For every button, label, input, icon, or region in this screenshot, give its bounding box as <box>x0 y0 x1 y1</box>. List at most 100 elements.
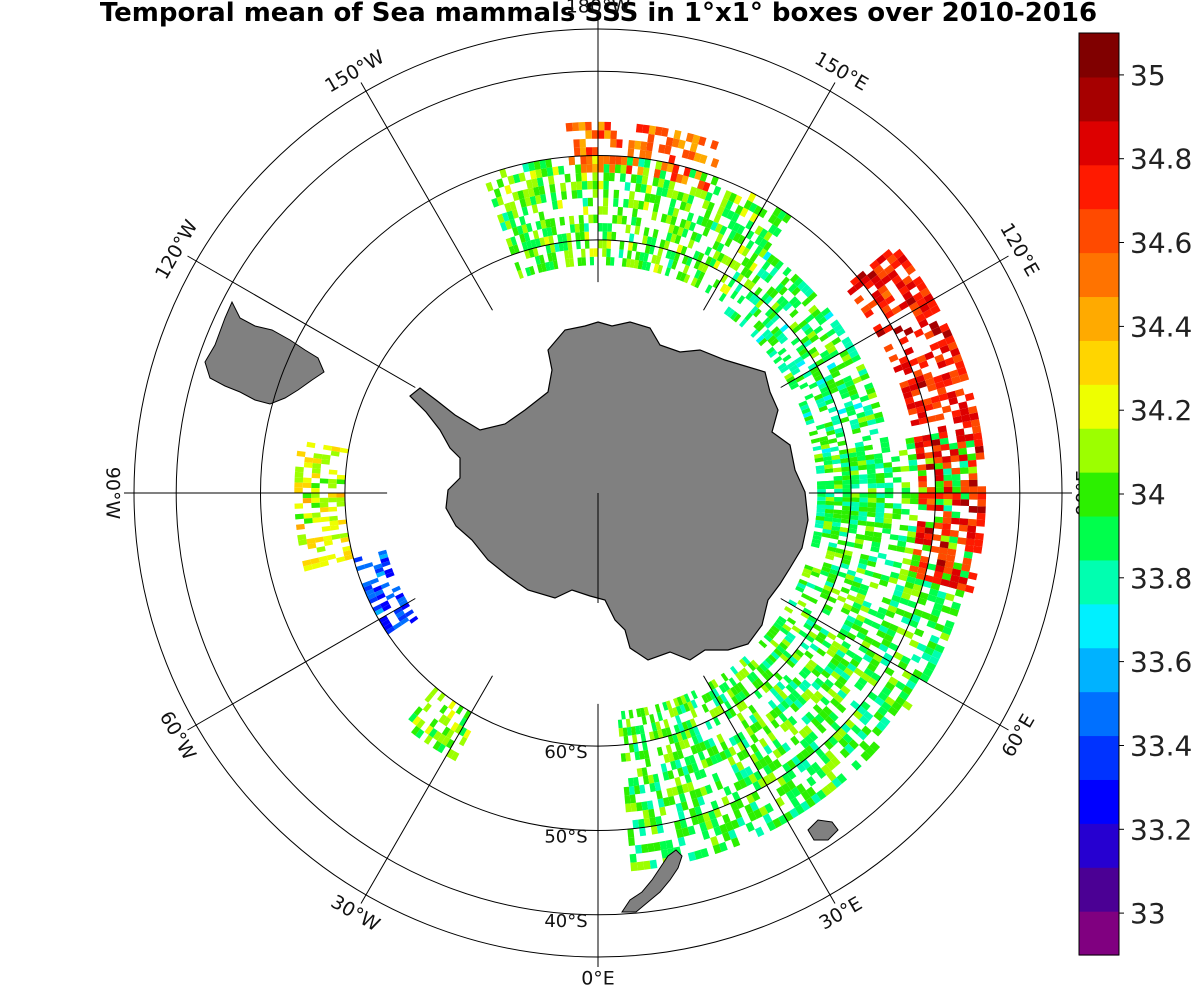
sss-cell <box>642 124 650 134</box>
sss-cell <box>598 180 604 190</box>
sss-cell <box>923 371 933 381</box>
sss-cell <box>798 400 808 408</box>
sss-cell <box>752 780 762 791</box>
sss-cell <box>973 539 984 547</box>
sss-cell <box>680 694 687 705</box>
sss-cell <box>959 518 969 526</box>
sss-cell <box>635 123 644 133</box>
sss-cell <box>531 178 539 188</box>
sss-cell <box>827 546 837 553</box>
sss-cell <box>694 770 702 781</box>
sss-cell <box>651 254 658 264</box>
sss-cell <box>840 518 850 524</box>
sss-cell <box>887 706 899 717</box>
sss-cell <box>712 279 721 289</box>
sss-cell <box>746 281 756 291</box>
sss-cell <box>806 786 817 798</box>
sss-cell <box>801 679 812 689</box>
sss-cell <box>760 684 770 694</box>
sss-cell <box>901 385 911 394</box>
sss-cell <box>691 134 701 145</box>
sss-cell <box>863 309 874 319</box>
sss-cell <box>723 285 732 295</box>
sss-cell <box>858 506 868 512</box>
sss-cell <box>758 238 768 249</box>
sss-cell <box>901 498 911 504</box>
sss-cell <box>859 394 870 403</box>
sss-cell <box>901 670 913 680</box>
sss-cell <box>791 755 802 766</box>
sss-cell <box>781 783 791 794</box>
sss-cell <box>764 295 773 305</box>
sss-cell <box>901 482 911 488</box>
sss-cell <box>303 462 313 468</box>
sss-cell <box>738 670 747 680</box>
sss-cell <box>808 596 818 605</box>
sss-cell <box>769 639 779 648</box>
sss-cell <box>858 474 868 480</box>
sss-cell <box>835 649 846 659</box>
sss-cell <box>943 378 953 387</box>
sss-cell <box>888 354 899 363</box>
sss-cell <box>656 186 663 196</box>
sss-cell <box>916 452 926 460</box>
sss-cell <box>720 741 729 751</box>
sss-cell <box>437 733 446 744</box>
sss-cell <box>644 193 651 203</box>
sss-cell <box>853 667 864 677</box>
sss-cell <box>811 668 821 678</box>
sss-cell <box>643 252 649 262</box>
sss-cell <box>627 148 635 158</box>
sss-cell <box>630 802 638 812</box>
sss-cell <box>905 437 915 445</box>
sss-cell <box>733 313 742 323</box>
sss-cell <box>725 200 734 211</box>
sss-cell <box>395 592 405 600</box>
colorbar-swatch <box>1079 691 1119 737</box>
sss-cell <box>870 672 881 682</box>
sss-cell <box>606 240 612 249</box>
sss-cell <box>646 800 654 810</box>
sss-cell <box>522 162 530 173</box>
sss-cell <box>548 235 555 245</box>
sss-cell <box>739 658 748 668</box>
sss-cell <box>779 626 790 636</box>
sss-cell <box>824 508 834 514</box>
sss-cell <box>662 771 670 781</box>
sss-cell <box>629 259 635 268</box>
sss-cell <box>801 571 811 579</box>
sss-cell <box>669 198 677 208</box>
sss-cell <box>952 562 963 571</box>
sss-cell <box>817 481 826 486</box>
sss-cell <box>336 493 345 498</box>
sss-cell <box>773 304 783 314</box>
sss-cell <box>339 532 349 539</box>
sss-cell <box>944 593 955 602</box>
sss-cell <box>841 353 852 363</box>
sss-cell <box>681 228 689 238</box>
sss-cell <box>908 301 920 312</box>
sss-cell <box>927 493 936 499</box>
sss-cell <box>943 511 952 518</box>
sss-cell <box>634 140 642 150</box>
sss-cell <box>884 309 895 320</box>
sss-cell <box>826 328 836 338</box>
sss-cell <box>635 217 642 227</box>
sss-cell <box>397 613 407 622</box>
sss-cell <box>568 215 575 225</box>
colorbar-swatch <box>1079 252 1119 298</box>
sss-cell <box>938 393 949 402</box>
sss-cell <box>765 657 774 666</box>
sss-cell <box>303 513 313 519</box>
sss-cell <box>676 226 684 237</box>
sss-cell <box>760 270 770 281</box>
sss-cell <box>838 531 848 537</box>
sss-cell <box>796 762 807 773</box>
sss-cell <box>814 747 825 758</box>
sss-cell <box>857 460 867 466</box>
sss-cell <box>826 429 836 436</box>
sss-cell <box>828 438 838 444</box>
sss-cell <box>723 785 732 796</box>
sss-cell <box>624 182 631 191</box>
meridian-line <box>360 675 493 904</box>
